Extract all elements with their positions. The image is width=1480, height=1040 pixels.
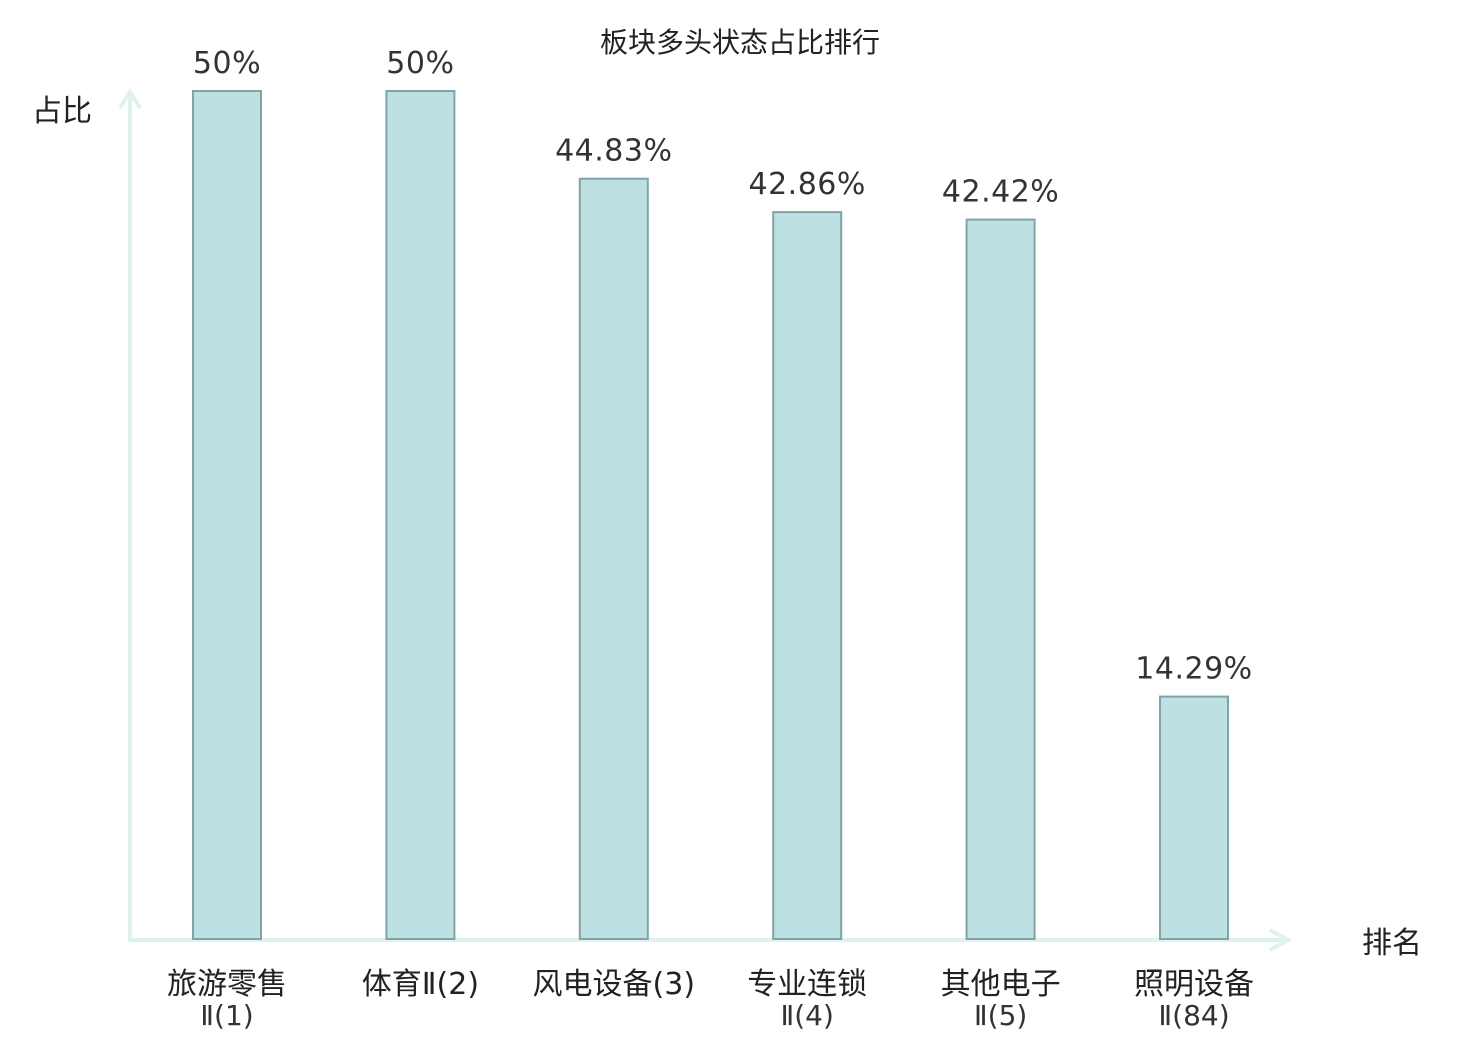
- bar-value-label: 42.42%: [942, 175, 1059, 210]
- bar: [385, 90, 456, 940]
- bar-value-label: 50%: [386, 46, 454, 81]
- bar: [772, 211, 843, 941]
- x-tick-label: 其他电子: [941, 967, 1061, 1002]
- x-tick-label: 专业连锁: [747, 967, 867, 1002]
- x-tick-label: 旅游零售: [167, 967, 287, 1002]
- x-tick-label: 风电设备(3): [533, 967, 696, 1002]
- x-tick-sublabel: Ⅱ(4): [780, 999, 833, 1032]
- x-tick-sublabel: Ⅱ(5): [974, 999, 1027, 1032]
- bar-value-label: 14.29%: [1135, 652, 1252, 687]
- value-labels-layer: 50% 50% 44.83% 42.86% 42.42% 14.29%: [193, 46, 1252, 687]
- bar: [578, 177, 649, 940]
- x-axis-arrow-icon: [1269, 928, 1293, 952]
- x-tick-sublabel: Ⅱ(1): [200, 999, 253, 1032]
- y-axis-label: 占比: [32, 94, 92, 129]
- bar-value-label: 44.83%: [555, 134, 672, 169]
- x-axis: [128, 928, 1293, 952]
- bar-value-label: 50%: [193, 46, 261, 81]
- bar: [965, 218, 1036, 941]
- bars-layer: [192, 90, 1229, 941]
- y-axis-arrow-icon: [118, 88, 142, 110]
- bar: [192, 90, 262, 940]
- x-tick-label: 体育Ⅱ(2): [362, 967, 479, 1002]
- bar-value-label: 42.86%: [749, 167, 866, 202]
- x-axis-label: 排名: [1362, 926, 1422, 961]
- y-axis: [118, 88, 142, 940]
- bar: [1159, 695, 1229, 940]
- x-tick-sublabel: Ⅱ(84): [1158, 999, 1229, 1032]
- x-tick-label: 照明设备: [1134, 967, 1254, 1002]
- chart-title: 板块多头状态占比排行: [600, 26, 880, 59]
